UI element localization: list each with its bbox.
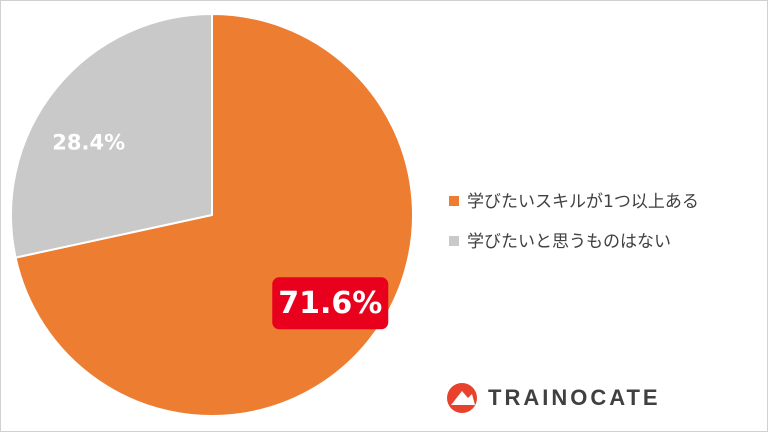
- brand-logo: TRAINOCATE: [447, 383, 661, 413]
- pie: 71.6% 28.4%: [10, 12, 414, 417]
- logo-mountain: [451, 391, 475, 405]
- legend-swatch: [449, 236, 459, 246]
- legend-label: 学びたいと思うものはない: [467, 232, 671, 252]
- value-label-box: [272, 277, 389, 330]
- value-label: 71.6%: [278, 286, 382, 321]
- brand-name: TRAINOCATE: [488, 385, 661, 410]
- pie-slice: [10, 12, 213, 259]
- legend-swatch: [449, 196, 459, 206]
- value-label: 28.4%: [52, 131, 125, 155]
- legend-label: 学びたいスキルが1つ以上ある: [467, 192, 699, 212]
